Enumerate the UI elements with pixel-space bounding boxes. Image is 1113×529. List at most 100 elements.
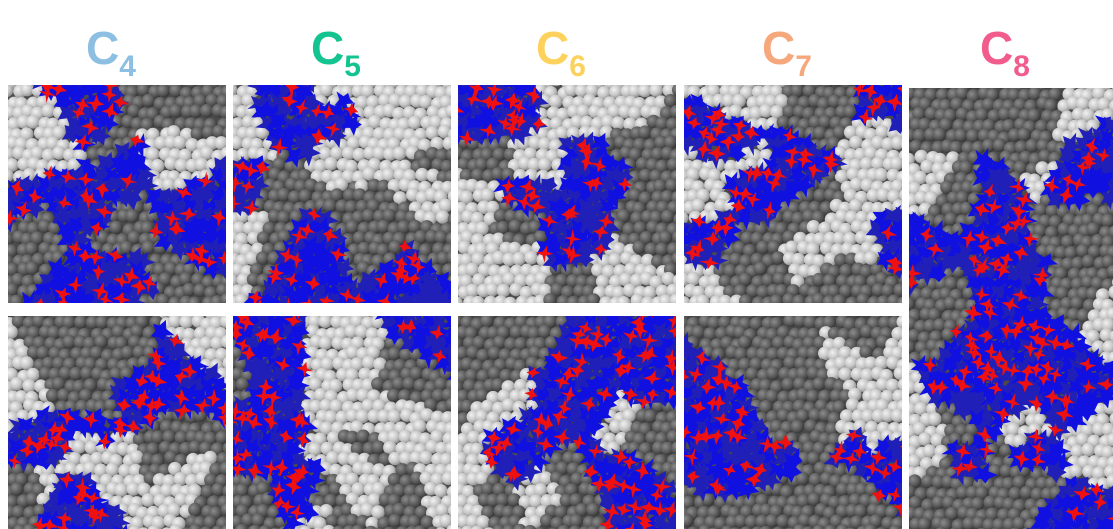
sphere (739, 294, 753, 308)
sphere (22, 379, 36, 393)
sphere (126, 209, 140, 223)
red-cluster (451, 71, 467, 87)
sphere (623, 73, 637, 87)
sphere (445, 398, 459, 412)
label-letter: C (86, 22, 119, 74)
sphere (388, 240, 402, 254)
sphere (130, 450, 144, 464)
sphere (220, 106, 234, 120)
sphere (81, 304, 95, 318)
sphere (388, 514, 402, 528)
sphere (649, 83, 663, 97)
sphere (687, 272, 701, 286)
sphere (157, 84, 171, 98)
sphere (0, 84, 13, 98)
sphere (74, 315, 88, 329)
sphere (890, 157, 904, 171)
sphere (277, 211, 291, 225)
sphere (442, 472, 456, 486)
sphere (371, 377, 385, 391)
sphere (672, 230, 686, 244)
sphere (0, 169, 14, 183)
sphere (219, 462, 233, 476)
sphere (9, 295, 23, 309)
sphere (691, 198, 705, 212)
sphere (632, 241, 646, 255)
sphere (1, 232, 15, 246)
sphere (938, 77, 952, 91)
sphere (849, 304, 863, 318)
sphere (1070, 296, 1084, 310)
sphere (488, 367, 502, 381)
sphere (933, 128, 947, 142)
sphere (664, 73, 678, 87)
sphere (524, 251, 538, 265)
sphere (892, 304, 906, 318)
sphere (655, 243, 669, 257)
sphere (954, 129, 968, 143)
sphere (770, 294, 784, 308)
sphere (792, 295, 806, 309)
sphere (966, 129, 980, 143)
sphere (1044, 76, 1058, 90)
sphere (174, 72, 188, 86)
sphere (928, 412, 942, 426)
sphere (781, 377, 795, 391)
sphere (445, 104, 459, 118)
sphere (586, 503, 600, 517)
sphere (319, 336, 333, 350)
sphere (168, 296, 182, 310)
sphere (891, 409, 905, 423)
sphere (449, 296, 463, 310)
sphere (324, 157, 338, 171)
panel-label: C6 (536, 22, 586, 83)
panel-label: C8 (980, 22, 1030, 83)
sphere (230, 136, 244, 150)
sphere (1087, 222, 1101, 236)
sphere (142, 241, 156, 255)
snapshot-panel (219, 298, 469, 529)
sphere (356, 430, 370, 444)
red-cluster (461, 72, 476, 86)
sphere (715, 73, 729, 87)
sphere (961, 76, 975, 90)
sphere (771, 251, 785, 265)
label-subscript: 8 (1013, 50, 1030, 83)
snapshot-panel (671, 304, 921, 529)
sphere (644, 409, 658, 423)
sphere (918, 432, 932, 446)
snapshot-panel (447, 69, 691, 310)
sphere (446, 232, 460, 246)
sphere (599, 296, 613, 310)
sphere (224, 379, 238, 393)
sphere (512, 252, 526, 266)
sphere (316, 304, 330, 318)
sphere (528, 304, 542, 318)
sphere (388, 347, 402, 361)
sphere (229, 72, 243, 86)
sphere (72, 440, 86, 454)
sphere (833, 294, 847, 308)
sphere (757, 73, 771, 87)
sphere (471, 296, 485, 310)
sphere (251, 513, 265, 527)
sphere (174, 472, 188, 486)
sphere (446, 148, 460, 162)
sphere (549, 73, 563, 87)
sphere (155, 73, 169, 87)
sphere (7, 304, 21, 318)
sphere (907, 455, 921, 469)
sphere (766, 304, 780, 318)
sphere (754, 262, 768, 276)
sphere (1069, 464, 1083, 478)
label-letter: C (762, 22, 795, 74)
sphere (864, 251, 878, 265)
red-cluster (849, 69, 864, 83)
label-letter: C (980, 22, 1013, 74)
sphere (481, 188, 495, 202)
sphere (856, 293, 870, 307)
sphere (661, 210, 675, 224)
sphere (25, 72, 39, 86)
sphere (765, 73, 779, 87)
sphere (480, 314, 494, 328)
